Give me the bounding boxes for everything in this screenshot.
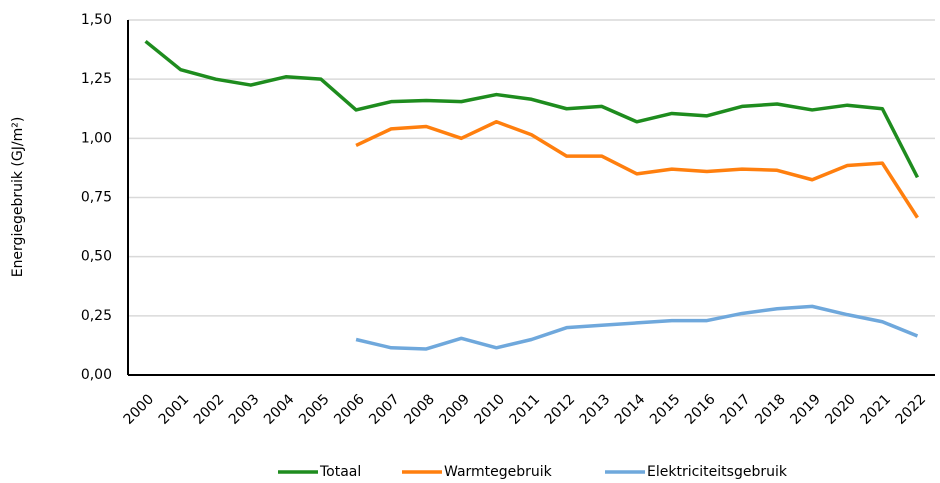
x-tick-label: 2008 [401, 391, 438, 428]
x-tick-label: 2019 [787, 391, 824, 428]
series-line [144, 39, 920, 179]
x-tick-label: 2022 [893, 391, 930, 428]
x-tick-label: 2021 [858, 391, 895, 428]
x-tick-label: 2005 [296, 391, 333, 428]
x-tick-label: 2001 [156, 391, 193, 428]
y-tick-label: 0,50 [81, 249, 112, 265]
x-tick-label: 2015 [647, 391, 684, 428]
x-tick-label: 2007 [366, 391, 403, 428]
x-tick-label: 2009 [436, 391, 473, 428]
series-line [355, 120, 919, 219]
series-line [355, 304, 919, 351]
y-tick-label: 1,50 [81, 12, 112, 28]
x-tick-label: 2011 [507, 391, 544, 428]
x-tick-label: 2003 [226, 391, 263, 428]
y-tick-label: 1,00 [81, 130, 112, 146]
y-tick-label: 0,75 [81, 190, 112, 206]
x-tick-label: 2017 [717, 391, 754, 428]
x-tick-label: 2016 [682, 391, 719, 428]
y-tick-label: 1,25 [81, 71, 112, 87]
x-tick-label: 2012 [542, 391, 579, 428]
x-tick-label: 2006 [331, 391, 368, 428]
x-tick-label: 2010 [472, 391, 509, 428]
y-tick-label: 0,25 [81, 308, 112, 324]
x-tick-label: 2014 [612, 391, 649, 428]
x-tick-label: 2002 [191, 391, 228, 428]
x-tick-label: 2018 [752, 391, 789, 428]
x-tick-label: 2013 [577, 391, 614, 428]
x-tick-label: 2020 [822, 391, 859, 428]
x-tick-label: 2004 [261, 391, 298, 428]
x-tick-label: 2000 [121, 391, 158, 428]
legend-label: Warmtegebruik [444, 464, 553, 480]
y-axis-label: Energiegebruik (GJ/m²) [10, 117, 26, 278]
legend-label: Elektriciteitsgebruik [647, 464, 788, 480]
legend-label: Totaal [319, 464, 361, 480]
y-tick-label: 0,00 [81, 367, 112, 383]
